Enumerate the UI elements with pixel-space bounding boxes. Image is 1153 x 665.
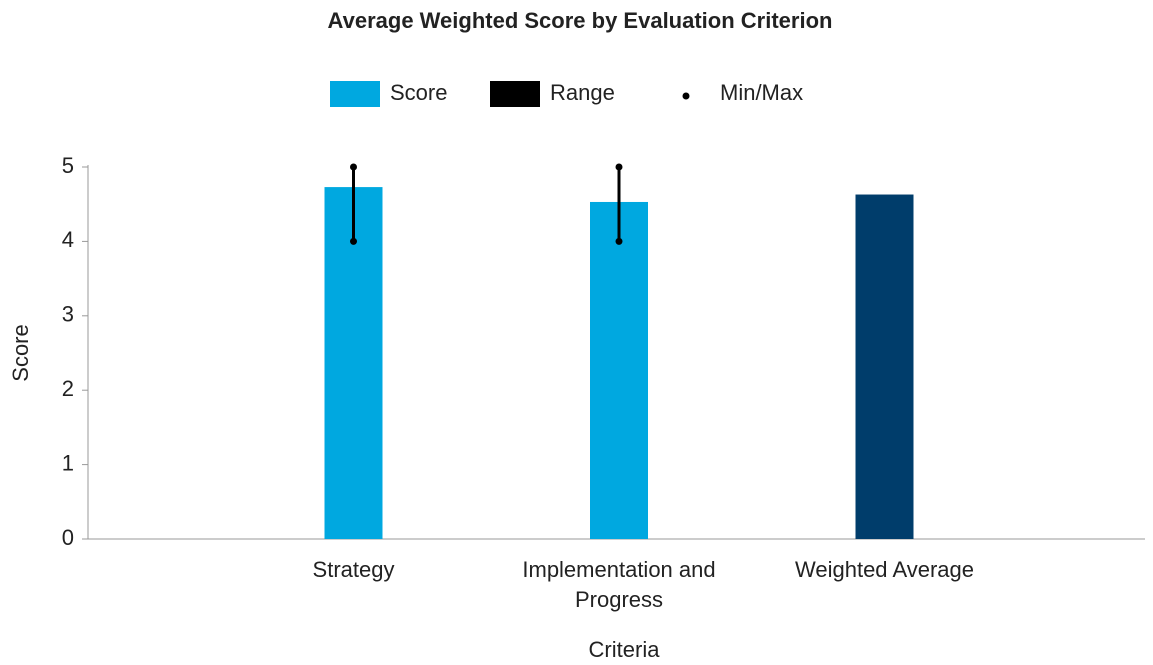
legend-label: Range — [550, 80, 615, 105]
x-tick-label: Weighted Average — [795, 557, 974, 582]
bar — [855, 194, 914, 539]
chart-title: Average Weighted Score by Evaluation Cri… — [328, 8, 833, 33]
x-axis-label: Criteria — [589, 637, 661, 662]
legend-swatch — [682, 92, 690, 100]
x-tick-label: Strategy — [312, 557, 395, 582]
y-tick-label: 2 — [62, 376, 74, 401]
legend-swatch — [330, 81, 380, 107]
min-marker — [615, 237, 623, 245]
bar — [324, 187, 383, 539]
x-tick-label: Implementation and Progress — [522, 557, 716, 612]
y-tick-label: 0 — [62, 525, 74, 550]
legend-swatch — [490, 81, 540, 107]
bar — [590, 201, 648, 539]
legend-label: Min/Max — [720, 80, 803, 105]
legend-label: Score — [390, 80, 447, 105]
y-tick-label: 1 — [62, 450, 74, 475]
y-tick-label: 3 — [62, 302, 74, 327]
y-tick-label: 4 — [62, 227, 74, 252]
max-marker — [350, 163, 357, 171]
y-tick-label: 5 — [62, 153, 74, 178]
y-axis-label: Score — [8, 324, 33, 381]
max-marker — [615, 163, 623, 171]
min-marker — [350, 237, 357, 245]
